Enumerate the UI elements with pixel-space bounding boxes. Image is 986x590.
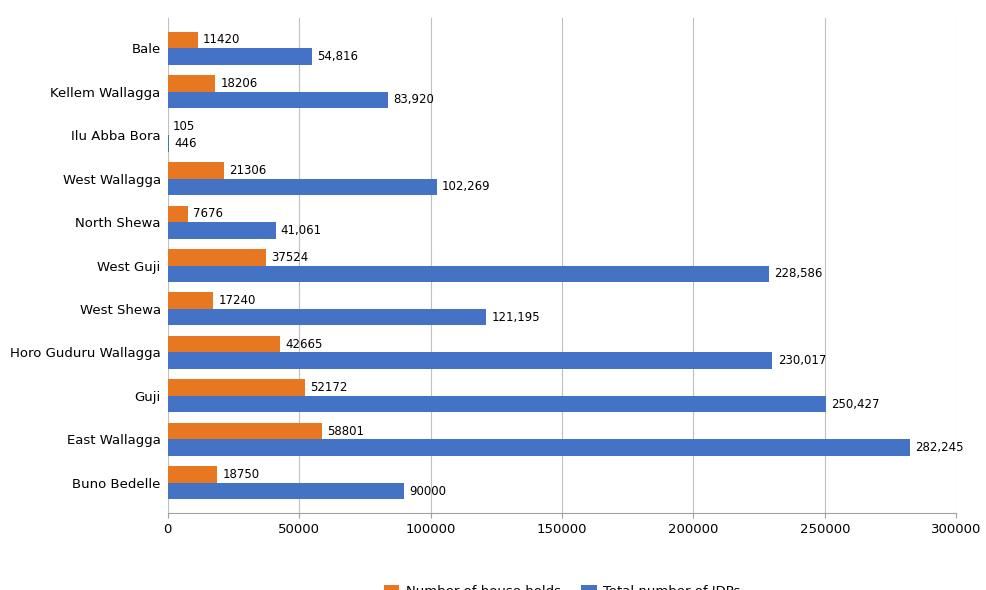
Text: 11420: 11420 <box>203 34 241 47</box>
Bar <box>168 293 213 309</box>
Bar <box>168 135 169 152</box>
Bar <box>168 466 217 483</box>
Bar <box>168 249 266 266</box>
Bar <box>168 440 910 456</box>
Text: 250,427: 250,427 <box>831 398 880 411</box>
Text: 42665: 42665 <box>285 337 322 350</box>
Text: 228,586: 228,586 <box>774 267 822 280</box>
Text: 41,061: 41,061 <box>281 224 322 237</box>
Bar <box>168 266 769 282</box>
Text: 17240: 17240 <box>218 294 255 307</box>
Bar <box>168 205 187 222</box>
Text: 446: 446 <box>175 137 196 150</box>
Text: 18206: 18206 <box>221 77 258 90</box>
Text: 7676: 7676 <box>193 207 223 220</box>
Text: 230,017: 230,017 <box>778 354 826 367</box>
Text: 83,920: 83,920 <box>393 93 435 106</box>
Bar <box>168 222 275 238</box>
Bar <box>168 483 404 499</box>
Text: 121,195: 121,195 <box>492 311 540 324</box>
Bar <box>168 379 305 396</box>
Bar <box>168 396 826 412</box>
Bar <box>168 179 437 195</box>
Text: 90000: 90000 <box>409 484 447 497</box>
Bar <box>168 48 312 65</box>
Text: 105: 105 <box>174 120 195 133</box>
Bar <box>168 75 216 91</box>
Text: 102,269: 102,269 <box>442 181 490 194</box>
Bar <box>168 91 388 108</box>
Bar <box>168 32 197 48</box>
Text: 18750: 18750 <box>222 468 259 481</box>
Bar <box>168 352 772 369</box>
Bar <box>168 336 280 352</box>
Text: 54,816: 54,816 <box>317 50 358 63</box>
Text: 58801: 58801 <box>327 425 365 438</box>
Bar <box>168 162 224 179</box>
Bar <box>168 423 322 440</box>
Text: 282,245: 282,245 <box>915 441 963 454</box>
Text: 21306: 21306 <box>229 164 266 177</box>
Legend: Number of house holds, Total number of IDPs: Number of house holds, Total number of I… <box>379 579 745 590</box>
Text: 37524: 37524 <box>271 251 309 264</box>
Bar <box>168 309 486 326</box>
Text: 52172: 52172 <box>310 381 347 394</box>
